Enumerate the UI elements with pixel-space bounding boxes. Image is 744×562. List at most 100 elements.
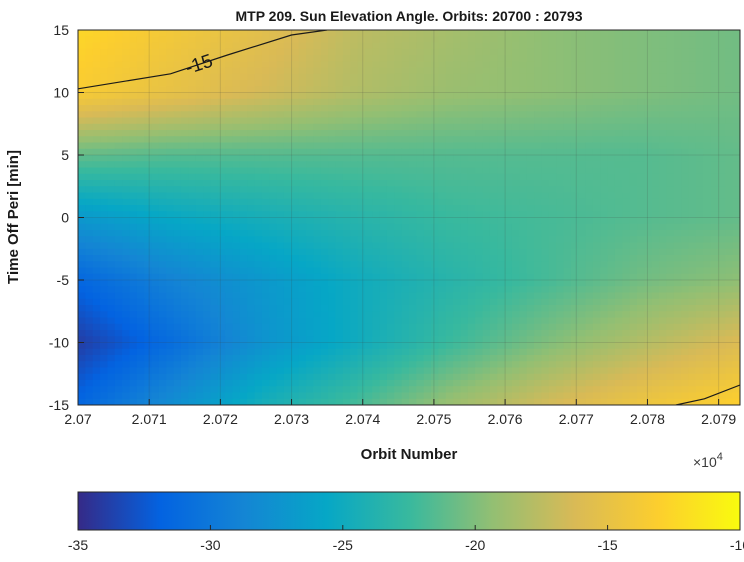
heatmap-cell	[548, 242, 557, 250]
heatmap-cell	[409, 111, 417, 119]
heatmap-cell	[607, 36, 616, 44]
heatmap-cell	[379, 48, 388, 56]
heatmap-cell	[732, 280, 740, 287]
heatmap-cell	[732, 317, 740, 325]
heatmap-cell	[541, 80, 550, 87]
heatmap-cell	[732, 330, 740, 337]
heatmap-cell	[489, 198, 498, 206]
heatmap-cell	[173, 142, 182, 150]
heatmap-cell	[151, 248, 160, 256]
heatmap-cell	[453, 161, 462, 169]
heatmap-cell	[629, 273, 638, 281]
heatmap-cell	[482, 161, 491, 169]
heatmap-cell	[100, 373, 109, 381]
heatmap-cell	[497, 198, 506, 206]
heatmap-cell	[534, 198, 542, 206]
heatmap-cell	[320, 148, 329, 156]
heatmap-cell	[725, 55, 734, 62]
heatmap-cell	[548, 198, 557, 206]
heatmap-cell	[688, 48, 697, 56]
heatmap-cell	[703, 73, 712, 81]
heatmap-cell	[291, 273, 300, 281]
heatmap-cell	[217, 117, 226, 125]
heatmap-cell	[688, 105, 697, 112]
heatmap-cell	[232, 348, 241, 356]
heatmap-cell	[695, 130, 704, 137]
heatmap-cell	[607, 180, 616, 187]
heatmap-cell	[453, 117, 462, 125]
heatmap-cell	[482, 367, 491, 375]
heatmap-cell	[438, 67, 447, 75]
heatmap-cell	[622, 342, 631, 350]
heatmap-cell	[717, 342, 726, 350]
heatmap-cell	[283, 92, 292, 100]
heatmap-cell	[666, 142, 675, 150]
heatmap-cell	[203, 67, 211, 75]
heatmap-cell	[482, 111, 491, 119]
heatmap-cell	[350, 80, 359, 87]
heatmap-cell	[666, 261, 675, 269]
heatmap-cell	[320, 336, 329, 344]
heatmap-cell	[225, 286, 234, 294]
heatmap-cell	[570, 173, 579, 181]
heatmap-cell	[541, 305, 550, 312]
heatmap-cell	[166, 286, 175, 294]
heatmap-cell	[78, 373, 86, 381]
heatmap-cell	[710, 192, 719, 200]
heatmap-cell	[217, 123, 226, 131]
heatmap-cell	[666, 80, 675, 87]
heatmap-cell	[210, 67, 219, 75]
heatmap-cell	[166, 111, 175, 119]
heatmap-cell	[607, 273, 616, 281]
heatmap-cell	[188, 267, 197, 275]
heatmap-cell	[614, 330, 623, 337]
heatmap-cell	[578, 286, 587, 294]
heatmap-cell	[254, 367, 263, 375]
heatmap-cell	[519, 155, 528, 162]
heatmap-cell	[386, 192, 395, 200]
heatmap-cell	[269, 186, 278, 194]
heatmap-cell	[489, 348, 498, 356]
heatmap-cell	[291, 323, 300, 331]
heatmap-cell	[497, 248, 506, 256]
heatmap-cell	[578, 305, 587, 312]
heatmap-cell	[92, 367, 101, 375]
heatmap-cell	[578, 161, 587, 169]
heatmap-cell	[511, 92, 520, 100]
heatmap-cell	[394, 48, 403, 56]
heatmap-cell	[622, 192, 631, 200]
heatmap-cell	[261, 192, 270, 200]
heatmap-cell	[622, 30, 631, 37]
heatmap-cell	[254, 180, 263, 187]
heatmap-cell	[386, 111, 395, 119]
heatmap-cell	[607, 86, 616, 94]
heatmap-cell	[600, 30, 609, 37]
heatmap-cell	[629, 211, 638, 219]
heatmap-cell	[651, 298, 660, 306]
heatmap-cell	[717, 123, 726, 131]
heatmap-cell	[372, 355, 381, 362]
heatmap-cell	[585, 161, 594, 169]
heatmap-cell	[283, 292, 292, 300]
heatmap-cell	[298, 298, 307, 306]
heatmap-cell	[114, 211, 123, 219]
heatmap-cell	[261, 61, 270, 69]
heatmap-cell	[614, 111, 623, 119]
heatmap-cell	[122, 42, 131, 50]
heatmap-cell	[283, 242, 292, 250]
heatmap-cell	[445, 80, 454, 87]
heatmap-cell	[180, 55, 189, 62]
heatmap-cell	[504, 42, 513, 50]
heatmap-cell	[379, 61, 388, 69]
heatmap-cell	[136, 167, 145, 175]
heatmap-cell	[607, 48, 616, 56]
heatmap-cell	[350, 198, 359, 206]
heatmap-cell	[401, 286, 410, 294]
heatmap-cell	[519, 230, 528, 237]
heatmap-cell	[614, 148, 623, 156]
heatmap-cell	[585, 280, 594, 287]
heatmap-cell	[328, 30, 337, 37]
heatmap-cell	[306, 242, 314, 250]
heatmap-cell	[475, 186, 484, 194]
heatmap-cell	[541, 186, 550, 194]
